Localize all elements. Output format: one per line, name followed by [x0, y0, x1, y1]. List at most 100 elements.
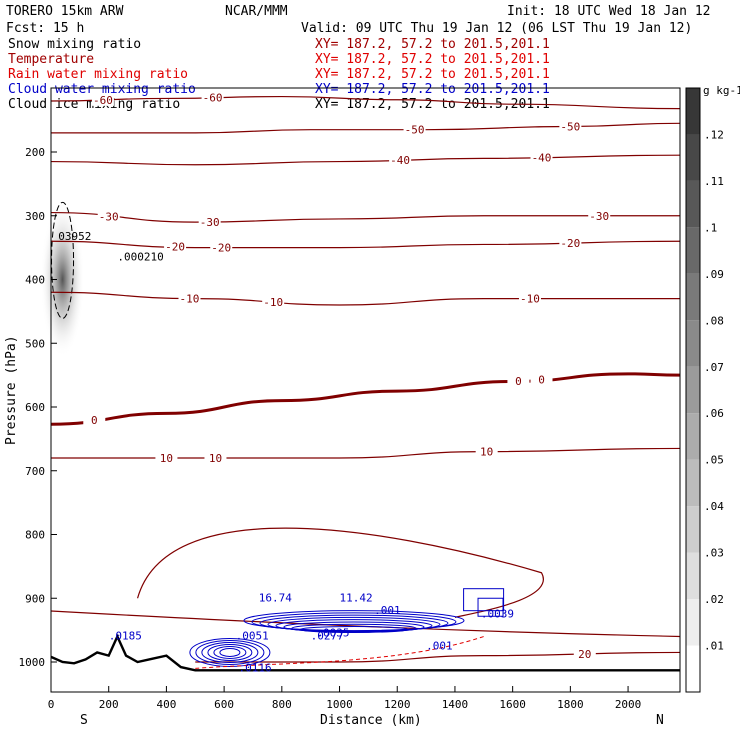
rain-contour — [195, 636, 484, 669]
colorbar-tick-label: .03 — [704, 547, 724, 560]
x-axis-label: Distance (km) — [320, 713, 422, 728]
x-tick-label: 1200 — [384, 698, 411, 711]
plot-frame — [50, 87, 681, 693]
isotherm-label: 10 — [209, 452, 222, 465]
x-tick-label: 1800 — [557, 698, 584, 711]
isotherm-label-bg — [475, 445, 498, 458]
y-tick-label: 500 — [25, 337, 45, 350]
colorbar-segment — [686, 599, 700, 646]
cloudwater-contour — [189, 637, 271, 667]
isotherm-label-bg — [530, 373, 553, 386]
colorbar-segment — [686, 88, 700, 135]
isotherm-label-bg — [403, 123, 426, 136]
valid-time: Valid: 09 UTC Thu 19 Jan 12 (06 LST Thu … — [301, 21, 692, 36]
x-tick-label: 1000 — [326, 698, 353, 711]
isotherm-label-bg — [559, 237, 582, 250]
x-tick-label: 800 — [272, 698, 292, 711]
x-right-label: N — [656, 713, 664, 728]
max-label: .0035 — [316, 627, 349, 640]
max-label: .0116 — [239, 662, 272, 675]
y-tick-label: 600 — [25, 401, 45, 414]
colorbar-tick-label: .05 — [704, 454, 724, 467]
isotherm-label: -50 — [560, 121, 580, 134]
isotherm--10 — [50, 291, 680, 306]
colorbar-tick-label: .1 — [704, 221, 717, 234]
isotherm-label-bg — [389, 154, 412, 167]
field-snow-xy: XY= 187.2, 57.2 to 201.5,201.1 — [315, 37, 550, 52]
y-tick-label: 1000 — [19, 656, 46, 669]
isotherm-label-bg — [91, 93, 114, 106]
colorbar-tick-label: .12 — [704, 128, 724, 141]
isotherm-label-bg — [155, 452, 178, 464]
snow-contour — [51, 201, 75, 319]
isotherm--30 — [50, 211, 680, 223]
org-title: NCAR/MMM — [225, 4, 288, 19]
x-tick-label: 1600 — [499, 698, 526, 711]
isotherm-label-bg — [530, 151, 553, 164]
field-cloudwater-name: Cloud water mixing ratio — [8, 82, 196, 97]
colorbar-segment — [686, 459, 700, 507]
isotherm-label: -30 — [200, 216, 220, 229]
colorbar-segment — [686, 645, 700, 692]
isotherm-label: -20 — [560, 237, 580, 250]
field-snow-name: Snow mixing ratio — [8, 37, 141, 52]
max-label: 03952 — [58, 230, 91, 243]
isotherm-label: -40 — [532, 151, 552, 164]
y-ticks: 200 300 400 500 600 700 800 900 1000 — [19, 146, 57, 669]
field-cloudice-xy: XY= 187.2, 57.2 to 201.5,201.1 — [315, 97, 550, 112]
colorbar-tick-label: .06 — [704, 407, 724, 420]
forecast-hour: Fcst: 15 h — [6, 21, 84, 36]
isotherm--20 — [50, 240, 681, 249]
field-rain-name: Rain water mixing ratio — [8, 67, 188, 82]
cloudwater-contour — [213, 645, 247, 659]
isotherm-label: -30 — [99, 210, 119, 223]
isotherm-label: 0 — [538, 374, 545, 387]
isotherm-label-bg — [559, 120, 582, 133]
x-tick-label: 0 — [48, 698, 55, 711]
x-tick-label: 400 — [156, 698, 176, 711]
colorbar-tick-label: .02 — [704, 593, 724, 606]
max-label: .0051 — [236, 630, 269, 643]
isotherm--60 — [50, 95, 681, 110]
isotherm-label-bg — [204, 452, 227, 464]
isotherm--40 — [50, 154, 681, 166]
x-tick-label: 1400 — [442, 698, 469, 711]
colorbar: .01 .02 .03 .04 .05 .06 .07 .08 .09 .1 .11 .12 — [685, 87, 724, 693]
cloudwater-contour — [219, 647, 241, 657]
y-tick-label: 700 — [25, 465, 45, 478]
y-tick-label: 200 — [25, 146, 45, 159]
x-tick-label: 600 — [214, 698, 234, 711]
isotherm-warm-loop — [136, 527, 544, 618]
x-tick-label: 200 — [99, 698, 119, 711]
isotherm-label: -20 — [165, 241, 185, 254]
x-ticks: 0 200 400 600 800 1000 1200 1400 1600 1800 2000 — [48, 686, 641, 711]
snow-shading — [40, 201, 85, 358]
terrain-line — [50, 633, 680, 672]
init-time: Init: 18 UTC Wed 18 Jan 12 — [507, 4, 711, 19]
cloudwater-contour — [201, 641, 259, 663]
field-temp-name: Temperature — [8, 52, 94, 67]
isotherm-label-bg — [588, 209, 611, 222]
colorbar-tick-label: .07 — [704, 361, 724, 374]
max-label: .001 — [374, 604, 401, 617]
isotherm-label: -60 — [93, 94, 113, 107]
y-tick-label: 300 — [25, 210, 45, 223]
isotherm-10 — [50, 447, 681, 459]
cloudwater-contour — [463, 588, 505, 612]
max-label: .0277 — [311, 630, 344, 643]
isotherm-label-bg — [83, 414, 106, 427]
colorbar-segment — [686, 134, 700, 181]
isotherm-label: 0 — [91, 414, 98, 427]
isotherm-label: -30 — [589, 210, 609, 223]
isotherm-label: 20 — [578, 648, 591, 661]
colorbar-frame — [685, 87, 701, 693]
isotherm-label: -50 — [405, 124, 425, 137]
colorbar-tick-label: .11 — [704, 175, 724, 188]
colorbar-tick-label: .01 — [704, 640, 724, 653]
field-rain-xy: XY= 187.2, 57.2 to 201.5,201.1 — [315, 67, 550, 82]
max-label: 16.74 — [259, 591, 292, 604]
isotherm--50 — [51, 122, 681, 134]
colorbar-unit: g kg-1 — [703, 84, 740, 97]
isotherm-label: -40 — [390, 154, 410, 167]
